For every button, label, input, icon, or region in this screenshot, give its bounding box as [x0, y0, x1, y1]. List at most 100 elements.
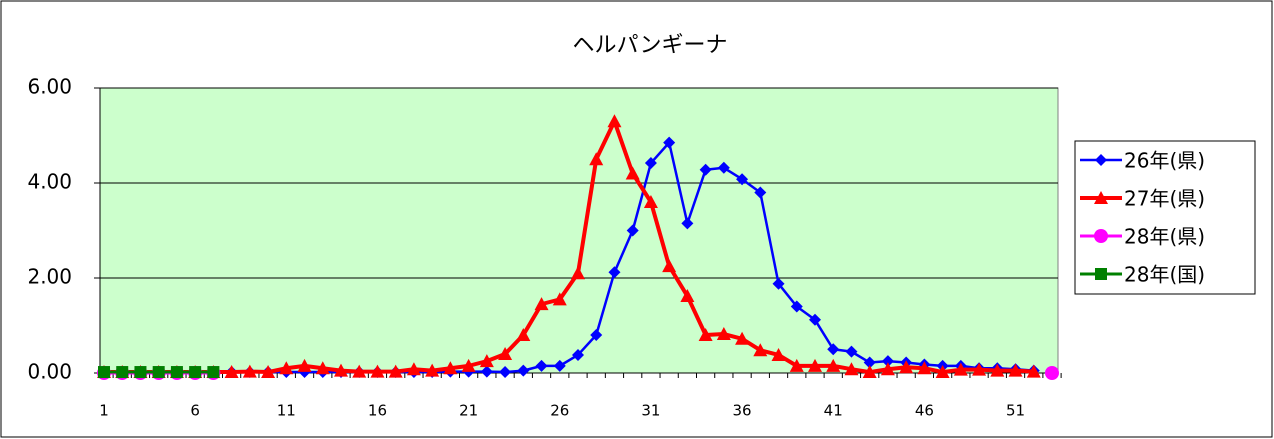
- legend-label: 26年(県): [1124, 149, 1205, 173]
- data-point: [862, 365, 877, 379]
- x-tick-label: 1: [99, 402, 109, 420]
- data-point: [643, 195, 658, 208]
- data-point: [663, 136, 676, 149]
- data-point: [535, 359, 548, 372]
- legend-marker: [1095, 154, 1107, 166]
- data-point: [680, 289, 695, 303]
- x-tick-label: 31: [641, 402, 660, 420]
- data-point: [207, 366, 220, 379]
- data-point: [572, 348, 584, 361]
- data-point: [717, 161, 730, 174]
- data-point: [443, 361, 458, 375]
- data-point: [681, 217, 694, 230]
- legend-marker: [1095, 268, 1107, 280]
- data-point: [98, 366, 110, 379]
- data-point: [517, 364, 530, 377]
- x-tick-label: 41: [824, 402, 843, 420]
- data-point: [315, 361, 330, 375]
- data-point: [789, 358, 804, 372]
- data-point: [152, 366, 165, 379]
- data-point: [334, 363, 348, 377]
- data-point: [571, 266, 585, 280]
- data-point: [480, 365, 493, 378]
- data-point: [863, 356, 876, 369]
- data-point: [352, 364, 367, 378]
- data-point: [626, 224, 639, 237]
- plot-area: [99, 87, 1059, 374]
- data-point: [189, 366, 202, 379]
- data-point: [499, 366, 512, 379]
- data-point: [552, 292, 567, 306]
- data-point: [881, 355, 894, 368]
- legend-label: 28年(国): [1124, 263, 1205, 287]
- y-tick-label: 2.00: [27, 265, 72, 289]
- data-point: [425, 363, 440, 377]
- legend-marker: [1094, 191, 1108, 204]
- legend-label: 28年(県): [1124, 225, 1205, 249]
- data-point: [116, 366, 129, 379]
- data-point: [607, 114, 622, 128]
- data-point: [662, 259, 677, 273]
- x-tick-label: 26: [550, 402, 569, 420]
- data-point: [590, 329, 603, 341]
- data-point: [644, 157, 657, 170]
- data-point: [716, 327, 731, 341]
- data-point: [753, 343, 768, 357]
- data-point: [972, 362, 987, 376]
- chart-title: ヘルパンギーナ: [572, 33, 727, 58]
- data-point: [534, 297, 549, 311]
- data-point: [1008, 363, 1023, 377]
- data-point: [771, 347, 786, 361]
- data-point: [899, 360, 914, 374]
- x-tick-label: 51: [1006, 402, 1025, 420]
- data-point: [917, 361, 932, 375]
- data-point: [224, 365, 239, 379]
- y-tick-label: 4.00: [27, 170, 72, 194]
- legend-marker: [1094, 229, 1108, 243]
- legend-label: 27年(県): [1124, 187, 1205, 211]
- x-tick-label: 36: [733, 402, 752, 420]
- x-tick-label: 16: [368, 402, 387, 420]
- y-tick-label: 0.00: [27, 360, 72, 384]
- data-point: [553, 359, 566, 372]
- data-point: [1026, 364, 1041, 378]
- data-point: [170, 366, 183, 379]
- data-point: [625, 166, 640, 180]
- data-point: [754, 186, 767, 199]
- data-point: [826, 358, 841, 372]
- data-point: [698, 328, 713, 341]
- data-point: [516, 328, 531, 341]
- x-tick-label: 6: [190, 402, 200, 420]
- data-point: [935, 365, 950, 379]
- data-point: [845, 345, 858, 358]
- data-point: [279, 361, 294, 375]
- data-point: [736, 173, 749, 186]
- data-point: [808, 358, 822, 372]
- data-point: [406, 362, 421, 376]
- x-tick-label: 46: [915, 402, 934, 420]
- data-point: [297, 358, 312, 372]
- data-point: [370, 364, 385, 378]
- data-point: [498, 347, 513, 360]
- data-point: [461, 358, 476, 372]
- data-point: [134, 366, 147, 379]
- data-point: [772, 277, 785, 290]
- data-point: [735, 331, 750, 345]
- x-tick-label: 11: [277, 402, 296, 420]
- x-tick-label: 21: [459, 402, 478, 420]
- data-point: [827, 343, 840, 356]
- data-point: [844, 362, 859, 376]
- data-point: [790, 300, 803, 313]
- data-point: [388, 364, 403, 378]
- data-point: [880, 362, 895, 376]
- data-point: [479, 354, 494, 368]
- y-tick-label: 6.00: [27, 75, 72, 99]
- data-point: [608, 266, 621, 279]
- data-point: [699, 163, 712, 176]
- data-point: [242, 364, 257, 378]
- data-point: [953, 362, 968, 376]
- series-line: [104, 119, 1034, 375]
- data-point: [990, 363, 1005, 377]
- data-point: [809, 313, 821, 326]
- data-point: [261, 365, 276, 379]
